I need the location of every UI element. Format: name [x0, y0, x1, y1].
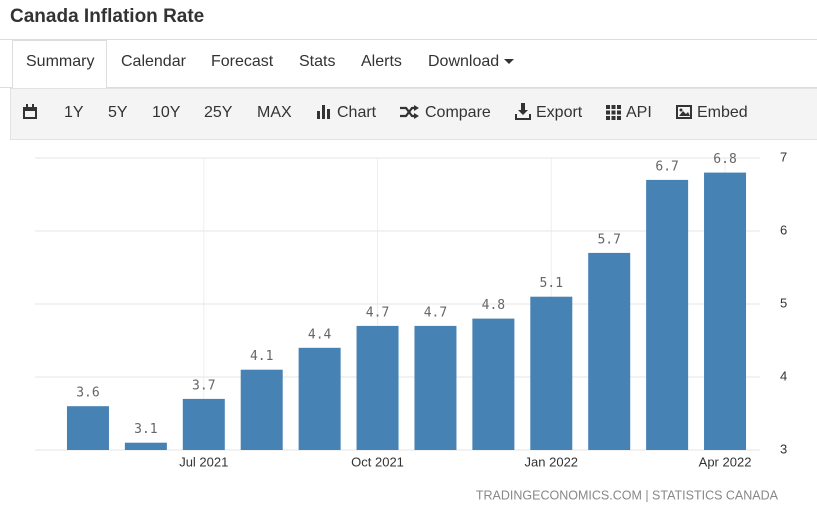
bar [240, 369, 283, 450]
tab[interactable]: Alerts [361, 53, 402, 70]
toolbar [10, 88, 817, 140]
tab[interactable]: Calendar [121, 53, 186, 70]
compare-icon [400, 105, 419, 119]
value-label: 4.4 [308, 327, 332, 342]
range-button[interactable]: MAX [257, 104, 292, 121]
api-button[interactable]: API [626, 104, 652, 121]
y-tick-label: 3 [780, 441, 787, 456]
bar [124, 442, 167, 450]
export-button[interactable]: Export [536, 104, 583, 121]
range-button[interactable]: 5Y [108, 104, 128, 121]
export-icon [515, 103, 531, 120]
embed-button[interactable]: Embed [697, 104, 748, 121]
value-label: 4.8 [482, 298, 505, 313]
bar [646, 179, 689, 450]
value-label: 3.7 [192, 378, 215, 393]
value-label: 4.1 [250, 349, 273, 364]
calendar-icon[interactable] [22, 104, 38, 120]
tab[interactable]: Download [428, 53, 500, 70]
tab[interactable]: Stats [299, 53, 336, 70]
api-icon [606, 105, 621, 120]
x-tick-label: Jan 2022 [525, 454, 579, 469]
value-label: 5.7 [597, 232, 620, 247]
y-tick-label: 5 [780, 295, 787, 310]
bar [356, 325, 399, 450]
source-note: TRADINGECONOMICS.COM | STATISTICS CANADA [476, 488, 779, 502]
value-label: 3.1 [134, 422, 157, 437]
compare-button[interactable]: Compare [425, 104, 491, 121]
value-label: 5.1 [540, 276, 563, 291]
caret-icon [504, 59, 514, 64]
value-label: 3.6 [76, 386, 99, 401]
tab-bar [0, 39, 817, 88]
bar [298, 347, 341, 450]
value-label: 4.7 [366, 305, 389, 320]
value-label: 4.7 [424, 305, 447, 320]
range-button[interactable]: 25Y [204, 104, 233, 121]
page-title: Canada Inflation Rate [10, 6, 205, 27]
tab[interactable]: Summary [26, 53, 95, 70]
bar [414, 325, 457, 450]
y-tick-label: 6 [780, 222, 787, 237]
bar [182, 398, 225, 450]
x-tick-label: Jul 2021 [179, 454, 228, 469]
bar [588, 252, 631, 450]
y-tick-label: 7 [780, 149, 787, 164]
chart-button[interactable]: Chart [337, 104, 377, 121]
value-label: 6.8 [713, 152, 736, 167]
bar [704, 172, 747, 450]
y-tick-label: 4 [780, 368, 787, 383]
range-button[interactable]: 1Y [64, 104, 84, 121]
embed-icon [676, 105, 692, 119]
bar [472, 318, 515, 450]
x-tick-label: Apr 2022 [699, 454, 752, 469]
chart-icon [317, 105, 330, 119]
range-button[interactable]: 10Y [152, 104, 181, 121]
tab[interactable]: Forecast [211, 53, 274, 70]
x-tick-label: Oct 2021 [351, 454, 404, 469]
bar [530, 296, 573, 450]
bar [66, 406, 109, 450]
value-label: 6.7 [655, 159, 678, 174]
